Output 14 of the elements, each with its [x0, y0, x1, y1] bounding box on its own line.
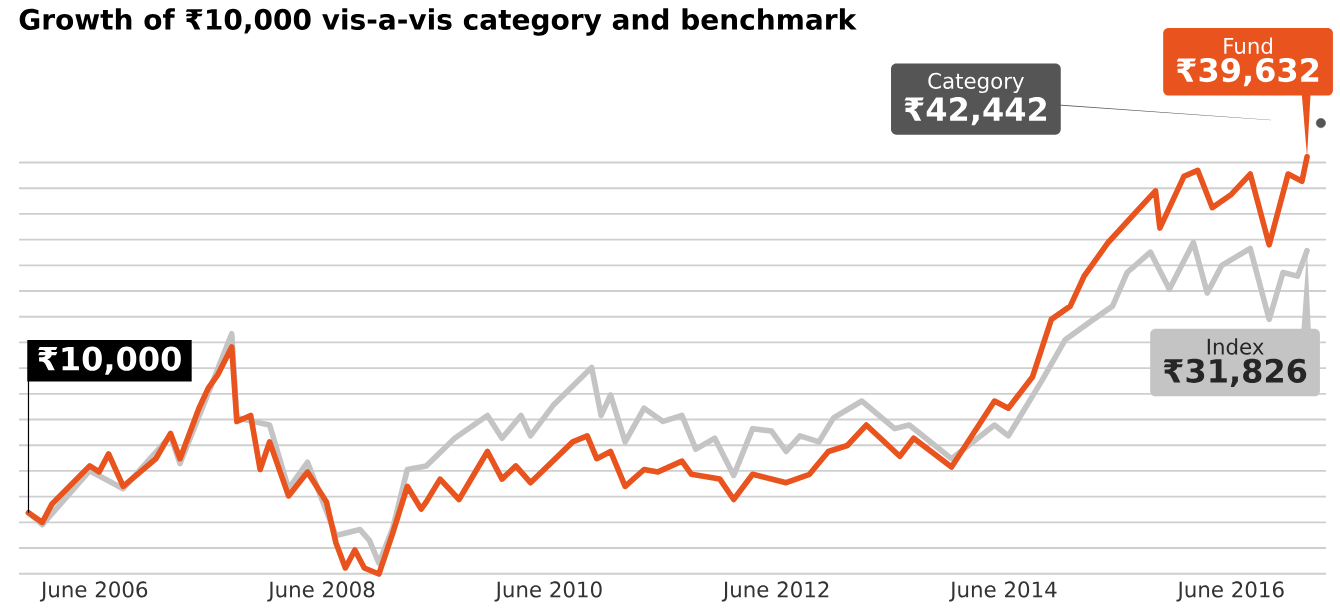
data-label: ₹31,826: [1163, 358, 1307, 387]
x-tick-label: June 2010: [494, 581, 602, 602]
text: Fund: [1224, 37, 1272, 54]
data-label: ₹42,442: [904, 97, 1047, 126]
x-tick-label: June 2014: [949, 581, 1057, 602]
x-tick-label: June 2008: [267, 581, 375, 602]
chart-title: Growth of ₹10,000 vis-a-vis category and benchmark: [19, 8, 857, 36]
x-tick-label: June 2006: [39, 581, 148, 602]
x-tick-label: June 2012: [721, 581, 829, 602]
text: Category: [928, 72, 1024, 94]
x-tick-label: June 2016: [1176, 581, 1284, 602]
data-label: ₹10,000: [38, 346, 181, 375]
data-label: ₹39,632: [1176, 57, 1319, 87]
series-label: Index: [1207, 338, 1264, 355]
